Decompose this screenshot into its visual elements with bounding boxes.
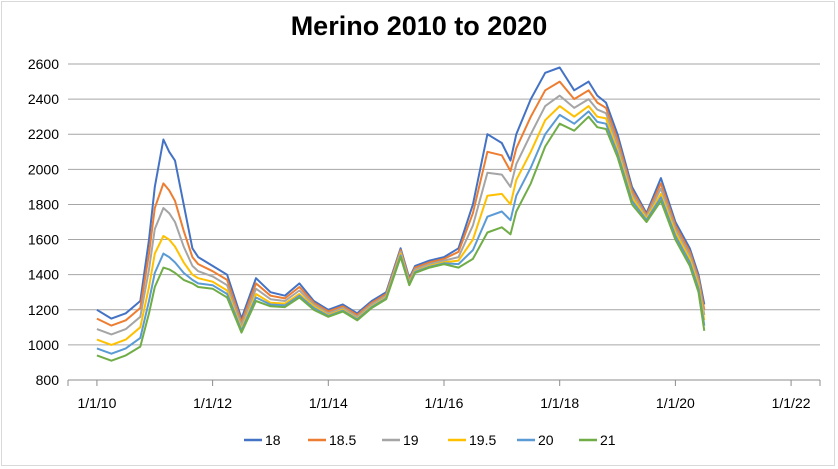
y-tick-label: 1200 [28, 302, 59, 318]
y-axis-ticks: 800 1000 1200 1400 1600 1800 2000 2200 2400 2600 [28, 56, 59, 388]
x-tick-label: 1/1/20 [656, 395, 695, 411]
y-tick-label: 800 [36, 372, 60, 388]
x-tick-label: 1/1/10 [77, 395, 116, 411]
x-tick-label: 1/1/14 [309, 395, 348, 411]
x-tick-label: 1/1/16 [425, 395, 464, 411]
series-line-19-5 [96, 105, 706, 346]
y-tick-label: 2400 [28, 91, 59, 107]
y-tick-label: 2000 [28, 161, 59, 177]
y-tick-label: 1800 [28, 196, 59, 212]
legend-label: 19.5 [469, 432, 496, 448]
legend-label: 21 [600, 432, 616, 448]
series-lines [96, 66, 706, 362]
legend-label: 20 [538, 432, 554, 448]
series-line-20 [96, 110, 706, 355]
x-tick-label: 1/1/22 [772, 395, 811, 411]
chart-title: Merino 2010 to 2020 [291, 11, 548, 41]
legend-label: 18 [265, 432, 281, 448]
y-tick-label: 2200 [28, 126, 59, 142]
series-line-18-5 [96, 80, 706, 327]
gridlines [68, 63, 820, 346]
series-line-19 [96, 94, 706, 336]
x-tick-label: 1/1/12 [193, 395, 232, 411]
legend-label: 18.5 [329, 432, 356, 448]
x-axis: 1/1/10 1/1/12 1/1/14 1/1/16 1/1/18 1/1/20 1/1/… [67, 379, 821, 411]
series-line-21 [96, 115, 706, 362]
legend: 18 18.5 19 19.5 20 21 [244, 432, 616, 448]
y-tick-label: 1400 [28, 267, 59, 283]
y-tick-label: 2600 [28, 56, 59, 72]
y-tick-label: 1600 [28, 232, 59, 248]
series-line-18 [96, 66, 706, 320]
legend-label: 19 [403, 432, 419, 448]
y-tick-label: 1000 [28, 337, 59, 353]
x-tick-label: 1/1/18 [540, 395, 579, 411]
